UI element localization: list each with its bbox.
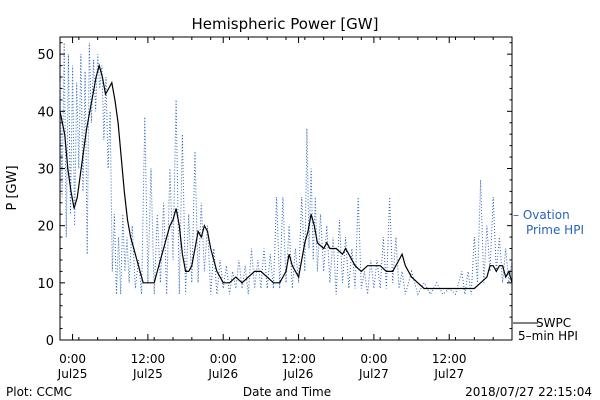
x-tick-date-label: Jul27 — [358, 367, 389, 381]
legend-swpc-line1: SWPC — [536, 316, 571, 330]
x-tick-date-label: Jul27 — [433, 367, 464, 381]
y-tick-label: 0 — [46, 334, 54, 349]
x-tick-time-label: 12:00 — [281, 352, 316, 366]
x-axis-label: Date and Time — [243, 385, 331, 399]
y-axis: 0 10 20 30 40 50 — [37, 42, 512, 349]
x-tick-date-label: Jul26 — [207, 367, 238, 381]
x-tick-date-label: Jul25 — [57, 367, 88, 381]
x-tick-date-label: Jul26 — [283, 367, 314, 381]
y-axis-label: P [GW] — [5, 165, 20, 210]
x-tick-time-label: 12:00 — [131, 352, 166, 366]
x-tick-time-label: 0:00 — [210, 352, 237, 366]
series-layer — [59, 42, 513, 296]
legend-swpc-line2: 5–min HPI — [518, 329, 578, 343]
plot-frame — [59, 36, 513, 341]
series-ovation-prime-line — [59, 42, 513, 296]
series-swpc-line — [59, 63, 513, 290]
legend-ovation-line2: Prime HPI — [526, 223, 584, 237]
x-axis: 0:00Jul2512:00Jul250:00Jul2612:00Jul260:… — [57, 37, 513, 381]
x-tick-time-label: 0:00 — [59, 352, 86, 366]
plot-timestamp: 2018/07/27 22:15:04 — [465, 385, 592, 399]
chart-title: Hemispheric Power [GW] — [192, 15, 379, 33]
legend-ovation-line1: – Ovation — [513, 208, 570, 222]
x-tick-time-label: 0:00 — [360, 352, 387, 366]
y-tick-label: 30 — [37, 162, 54, 177]
x-tick-time-label: 12:00 — [432, 352, 467, 366]
x-tick-date-label: Jul25 — [132, 367, 163, 381]
plot-credit: Plot: CCMC — [6, 385, 72, 399]
y-tick-label: 40 — [37, 105, 54, 120]
y-tick-label: 50 — [37, 48, 54, 63]
y-tick-label: 20 — [37, 220, 54, 235]
y-tick-label: 10 — [37, 277, 54, 292]
